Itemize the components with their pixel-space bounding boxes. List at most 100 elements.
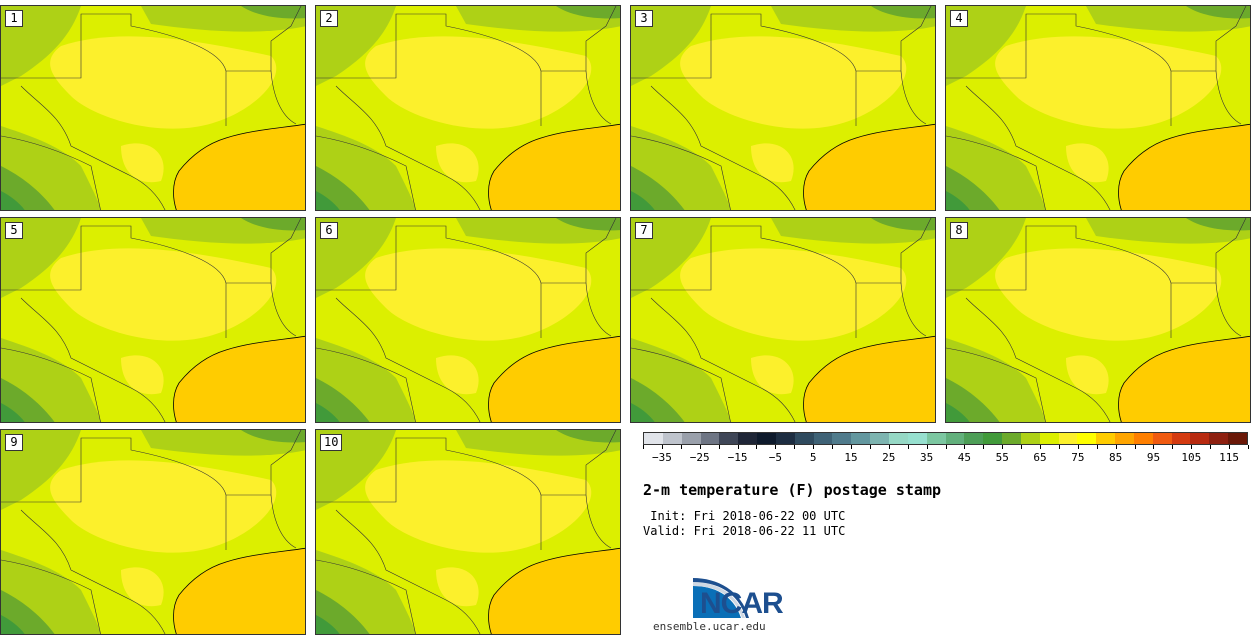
colorbar-swatch xyxy=(1115,433,1134,444)
valid-time: Valid: Fri 2018-06-22 11 UTC xyxy=(643,524,846,538)
map-panel-2[interactable]: 2 xyxy=(315,5,621,211)
colorbar-swatch xyxy=(1002,433,1021,444)
gulf-of-mexico xyxy=(488,547,620,634)
website-link[interactable]: ensemble.ucar.edu xyxy=(653,620,766,633)
warm-region xyxy=(995,248,1222,341)
state-border xyxy=(226,218,302,284)
colorbar-tick-label: 105 xyxy=(1181,451,1202,464)
state-border xyxy=(946,13,1172,126)
colorbar-swatch xyxy=(700,433,720,444)
state-border xyxy=(946,135,1046,210)
colorbar-tick xyxy=(850,445,852,449)
cooler-region xyxy=(1,166,55,210)
cooler-region xyxy=(871,6,935,19)
colorbar-tick xyxy=(737,445,739,449)
map-panel-10[interactable]: 10 xyxy=(315,429,621,635)
colorbar-swatch xyxy=(1020,433,1040,444)
map-panel-6[interactable]: 6 xyxy=(315,217,621,423)
panel-number: 5 xyxy=(5,222,23,239)
coolest-region xyxy=(631,191,655,210)
map-panel-3[interactable]: 3 xyxy=(630,5,936,211)
colorbar-swatch xyxy=(945,433,965,444)
map-panel-5[interactable]: 5 xyxy=(0,217,306,423)
colorbar-ticks: −35 −25 −15 −5 5 15 25 35 45 55 65 75 85 95 105 115 xyxy=(643,445,1249,465)
map-panel-9[interactable]: 9 xyxy=(0,429,306,635)
colorbar-tick xyxy=(1210,445,1212,449)
map-panel-8[interactable]: 8 xyxy=(945,217,1251,423)
coolest-region xyxy=(316,615,340,634)
colorbar-swatch xyxy=(870,433,889,444)
state-border xyxy=(270,282,297,337)
colorbar-swatch xyxy=(1096,433,1116,444)
panel-number: 10 xyxy=(320,434,343,451)
coolest-region xyxy=(631,403,655,422)
colorbar-swatch xyxy=(813,433,833,444)
colorbar-tick xyxy=(813,445,815,449)
border-line xyxy=(650,297,796,422)
state-border xyxy=(316,225,542,338)
panel-number: 4 xyxy=(950,10,968,27)
warm-region xyxy=(995,36,1222,129)
state-border xyxy=(270,70,297,125)
colorbar-swatch xyxy=(1209,433,1229,444)
colorbar-tick-label: −5 xyxy=(768,451,782,464)
init-time: Init: Fri 2018-06-22 00 UTC xyxy=(643,509,846,523)
temperature-map xyxy=(316,218,620,422)
colorbar-tick xyxy=(756,445,758,449)
temperature-map xyxy=(946,6,1250,210)
map-panel-1[interactable]: 1 xyxy=(0,5,306,211)
colorbar-swatch xyxy=(1058,433,1078,444)
state-border xyxy=(585,70,612,125)
state-border xyxy=(900,282,927,337)
colorbar-tick xyxy=(832,445,834,449)
colorbar-swatch xyxy=(851,433,871,444)
colorbar-swatch xyxy=(926,433,946,444)
gulf-of-mexico xyxy=(173,123,305,210)
state-border xyxy=(541,430,617,496)
panel-number: 7 xyxy=(635,222,653,239)
panel-number: 1 xyxy=(5,10,23,27)
colorbar-tick xyxy=(643,445,644,449)
colorbar-tick-label: −25 xyxy=(689,451,710,464)
coolest-region xyxy=(946,403,970,422)
colorbar-swatch xyxy=(983,433,1003,444)
colorbar-tick xyxy=(1153,445,1155,449)
map-panel-4[interactable]: 4 xyxy=(945,5,1251,211)
coolest-region xyxy=(316,191,340,210)
colorbar-tick xyxy=(964,445,966,449)
state-border xyxy=(270,494,297,549)
state-border xyxy=(856,6,932,72)
state-border xyxy=(631,225,857,338)
border-line xyxy=(965,85,1111,210)
warm-region xyxy=(365,248,592,341)
state-border xyxy=(541,218,617,284)
border-line xyxy=(335,509,481,634)
state-border xyxy=(631,347,731,422)
border-line xyxy=(20,85,166,210)
warm-region xyxy=(751,355,794,395)
warm-region xyxy=(680,248,907,341)
colorbar-tick xyxy=(1115,445,1117,449)
warm-region xyxy=(50,248,277,341)
colorbar-swatch xyxy=(1228,433,1247,444)
map-panel-7[interactable]: 7 xyxy=(630,217,936,423)
cooler-region xyxy=(1186,218,1250,231)
warm-region xyxy=(680,36,907,129)
warm-region xyxy=(436,355,479,395)
state-border xyxy=(1,225,227,338)
colorbar-tick xyxy=(983,445,985,449)
panel-number: 3 xyxy=(635,10,653,27)
warm-region xyxy=(436,143,479,183)
colorbar-tick-label: 45 xyxy=(957,451,972,464)
temperature-map xyxy=(946,218,1250,422)
state-border xyxy=(856,218,932,284)
coolest-region xyxy=(1,191,25,210)
state-border xyxy=(631,13,857,126)
colorbar-tick-label: 115 xyxy=(1219,451,1240,464)
temperature-map xyxy=(631,6,935,210)
temperature-map xyxy=(1,6,305,210)
cooler-region xyxy=(316,166,370,210)
state-border xyxy=(226,6,302,72)
border-line xyxy=(335,297,481,422)
state-border xyxy=(316,559,416,634)
